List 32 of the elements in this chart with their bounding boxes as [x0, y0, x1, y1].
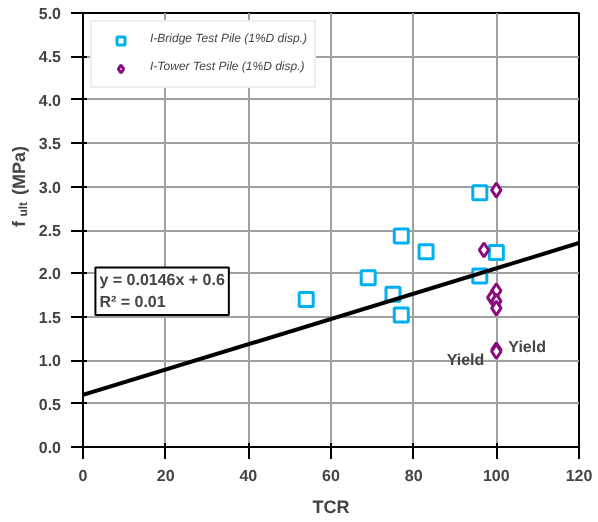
y-tick-label: 4.5 — [38, 48, 63, 67]
x-axis-title: TCR — [312, 497, 351, 517]
y-tick-label: 1.0 — [38, 352, 63, 371]
x-tick-label: 20 — [156, 467, 176, 485]
x-tick-label: 60 — [322, 467, 341, 485]
y-tick-label: 3.0 — [38, 178, 63, 197]
annotation: Yield — [508, 338, 547, 357]
point — [490, 299, 503, 317]
x-tick-label: 100 — [482, 467, 511, 485]
point — [417, 243, 435, 261]
annotation: y = 0.0146x + 0.6 R² = 0.01 — [99, 271, 226, 312]
point — [392, 227, 410, 245]
y-tick-label: 0.5 — [38, 395, 63, 414]
point — [490, 181, 503, 199]
x-tick-label: 0 — [78, 467, 89, 485]
y-tick-label: 2.0 — [38, 265, 63, 284]
annotation: Yield — [446, 351, 485, 370]
x-tick-label: 40 — [239, 467, 259, 485]
y-tick-label: 2.5 — [38, 222, 63, 240]
y-tick-label: 0.0 — [38, 439, 63, 457]
point — [487, 244, 505, 262]
point — [477, 241, 491, 259]
y-tick-label: 4.0 — [38, 91, 63, 110]
y-tick-label: 5.0 — [38, 5, 63, 23]
point — [297, 290, 315, 308]
point — [471, 184, 489, 202]
point — [359, 269, 377, 287]
x-tick-label: 120 — [565, 467, 594, 485]
y-tick-label: 1.5 — [38, 308, 63, 327]
x-tick-label: 80 — [404, 467, 424, 485]
point — [392, 306, 410, 324]
y-tick-label: 3.5 — [38, 135, 63, 154]
